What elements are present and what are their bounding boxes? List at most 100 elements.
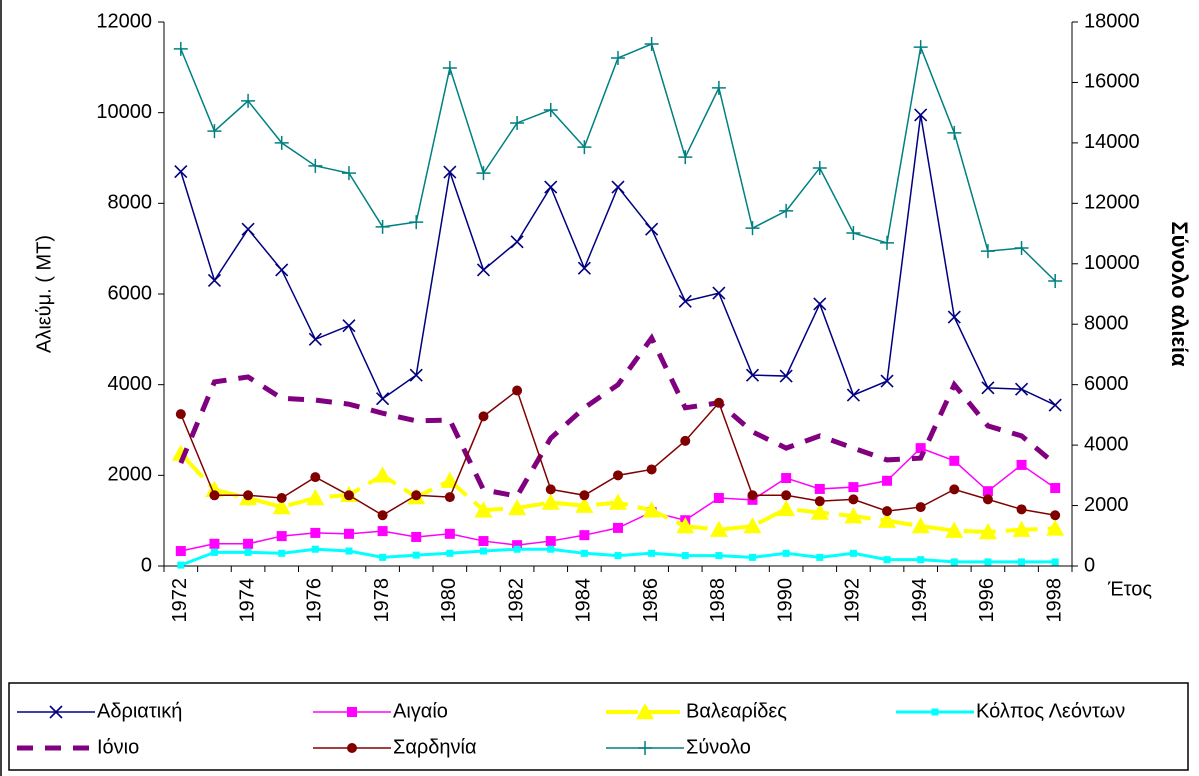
marker	[848, 482, 859, 493]
series-line	[180, 114, 1056, 406]
marker	[579, 530, 590, 541]
marker	[577, 140, 592, 155]
y2-tick-label: 14000	[1084, 131, 1140, 153]
marker	[915, 502, 926, 513]
y2-tick-label: 6000	[1084, 373, 1129, 395]
x-tick-label: 1986	[640, 578, 662, 623]
marker	[508, 498, 527, 516]
marker	[342, 319, 356, 333]
marker	[913, 40, 928, 55]
marker	[642, 501, 661, 518]
x-tick-label: 1974	[236, 578, 258, 623]
marker	[177, 561, 185, 569]
marker	[308, 158, 323, 173]
marker	[510, 115, 525, 130]
marker	[813, 297, 827, 311]
marker	[1014, 382, 1029, 396]
marker	[982, 494, 993, 505]
marker	[611, 180, 625, 194]
legend-label: Κόλπος Λεόντων	[976, 700, 1125, 722]
marker	[779, 369, 793, 383]
marker	[343, 490, 354, 501]
marker	[544, 180, 558, 194]
marker	[709, 520, 728, 537]
marker	[849, 549, 857, 557]
marker	[446, 549, 454, 557]
marker	[648, 549, 656, 557]
x-tick-label: 1988	[707, 578, 729, 623]
marker	[440, 471, 459, 488]
marker	[278, 549, 286, 557]
y2-tick-label: 4000	[1084, 433, 1129, 455]
marker	[914, 108, 928, 122]
marker	[243, 538, 254, 549]
y-tick-label: 10000	[96, 101, 152, 123]
marker	[713, 397, 724, 408]
legend-marker	[638, 741, 652, 755]
x-tick-label: 1978	[371, 578, 393, 623]
marker	[547, 545, 555, 553]
x-tick-label: 1982	[505, 578, 527, 623]
x-axis-title: Έτος	[1107, 578, 1152, 600]
y2-tick-label: 12000	[1084, 192, 1140, 214]
marker	[474, 501, 493, 518]
marker	[207, 124, 222, 139]
marker	[577, 261, 591, 275]
marker	[1050, 510, 1061, 521]
marker	[444, 528, 455, 539]
y-axis-title: Αλιεύμ. ( MT)	[33, 235, 55, 353]
x-tick-label: 1972	[169, 578, 191, 623]
y-tick-label: 2000	[108, 464, 153, 486]
marker	[306, 489, 325, 506]
legend-marker	[931, 708, 939, 716]
marker	[678, 294, 692, 308]
marker	[175, 409, 186, 420]
marker	[343, 528, 354, 539]
marker	[880, 235, 895, 250]
y-tick-label: 6000	[108, 282, 153, 304]
marker	[1016, 504, 1027, 515]
marker	[575, 496, 594, 513]
marker	[911, 517, 930, 534]
marker	[276, 531, 287, 542]
marker	[743, 517, 762, 534]
marker	[1012, 520, 1031, 537]
marker	[175, 546, 186, 557]
legend-label: Βαλεαρίδες	[686, 700, 787, 722]
marker	[541, 493, 560, 510]
marker	[1048, 398, 1062, 412]
marker	[613, 522, 623, 533]
marker	[478, 536, 489, 547]
marker	[476, 263, 491, 277]
x-tick-label: 1976	[304, 578, 326, 623]
x-tick-label: 1994	[909, 578, 931, 623]
marker	[981, 381, 995, 395]
marker	[846, 388, 860, 402]
marker	[409, 215, 424, 230]
marker	[644, 37, 659, 52]
marker	[579, 490, 590, 501]
marker	[810, 503, 829, 520]
y2-tick-label: 10000	[1084, 252, 1140, 274]
marker	[209, 490, 220, 501]
marker	[580, 549, 588, 557]
marker	[980, 244, 995, 259]
marker	[949, 484, 960, 495]
marker	[209, 538, 220, 549]
marker	[513, 545, 521, 553]
marker	[749, 553, 757, 561]
marker	[443, 165, 457, 179]
marker	[678, 150, 693, 165]
legend-marker	[636, 703, 654, 720]
legend-marker	[347, 743, 357, 753]
marker	[210, 548, 218, 556]
marker	[609, 493, 627, 510]
marker	[978, 523, 997, 540]
y2-tick-label: 16000	[1084, 71, 1140, 93]
marker	[310, 527, 321, 538]
marker	[1014, 241, 1029, 256]
marker	[1048, 274, 1063, 289]
x-tick-label: 1980	[438, 578, 460, 623]
legend-box	[8, 682, 1189, 771]
